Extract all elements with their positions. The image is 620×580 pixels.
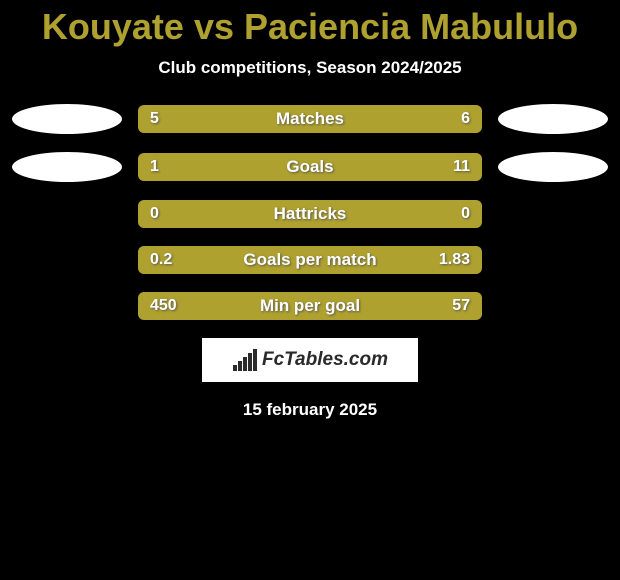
left-value: 450 (150, 297, 177, 315)
comparison-rows: 56Matches111Goals00Hattricks0.21.83Goals… (0, 104, 620, 320)
right-oval (498, 104, 608, 134)
subtitle: Club competitions, Season 2024/2025 (0, 58, 620, 78)
comparison-bar: 450 57 Min per goal (138, 292, 482, 320)
bar-segment-left (138, 153, 202, 181)
stat-row: 450 57 Min per goal (0, 292, 620, 320)
title-vs: vs (184, 6, 244, 47)
fctables-logo[interactable]: FcTables.com (202, 338, 418, 382)
stat-row: 5 6 Matches (0, 104, 620, 134)
date-line: 15 february 2025 (0, 400, 620, 420)
bar-segment-left (138, 105, 294, 133)
left-value: 1 (150, 158, 159, 176)
right-oval (498, 152, 608, 182)
logo-text: FcTables.com (262, 349, 388, 371)
left-value: 5 (150, 110, 159, 128)
stat-label: Min per goal (260, 296, 360, 316)
left-value: 0 (150, 205, 159, 223)
stat-label: Goals (286, 157, 333, 177)
stat-row: 111Goals (0, 152, 620, 182)
comparison-bar: 0.2 1.83 Goals per match (138, 246, 482, 274)
bars-icon (232, 349, 258, 371)
stat-label: Matches (276, 109, 344, 129)
right-value: 0 (461, 205, 470, 223)
left-oval (12, 152, 122, 182)
stat-label: Goals per match (243, 250, 376, 270)
bar-segment-right (406, 292, 482, 320)
page-title: Kouyate vs Paciencia Mabululo (0, 6, 620, 48)
left-value: 0.2 (150, 251, 172, 269)
player-left-name: Kouyate (42, 6, 184, 47)
right-value: 11 (453, 158, 470, 176)
player-right-name: Paciencia Mabululo (244, 6, 578, 47)
right-value: 1.83 (439, 251, 470, 269)
right-value: 6 (461, 110, 470, 128)
left-oval (12, 104, 122, 134)
right-value: 57 (452, 297, 470, 315)
comparison-bar: 0 0 Hattricks (138, 200, 482, 228)
main-container: Kouyate vs Paciencia Mabululo Club compe… (0, 0, 620, 420)
comparison-bar: 5 6 Matches (138, 105, 482, 133)
stat-row: 0 0 Hattricks (0, 200, 620, 228)
comparison-bar: 111Goals (138, 153, 482, 181)
stat-label: Hattricks (274, 204, 347, 224)
stat-row: 0.2 1.83 Goals per match (0, 246, 620, 274)
bar-segment-right (202, 153, 482, 181)
